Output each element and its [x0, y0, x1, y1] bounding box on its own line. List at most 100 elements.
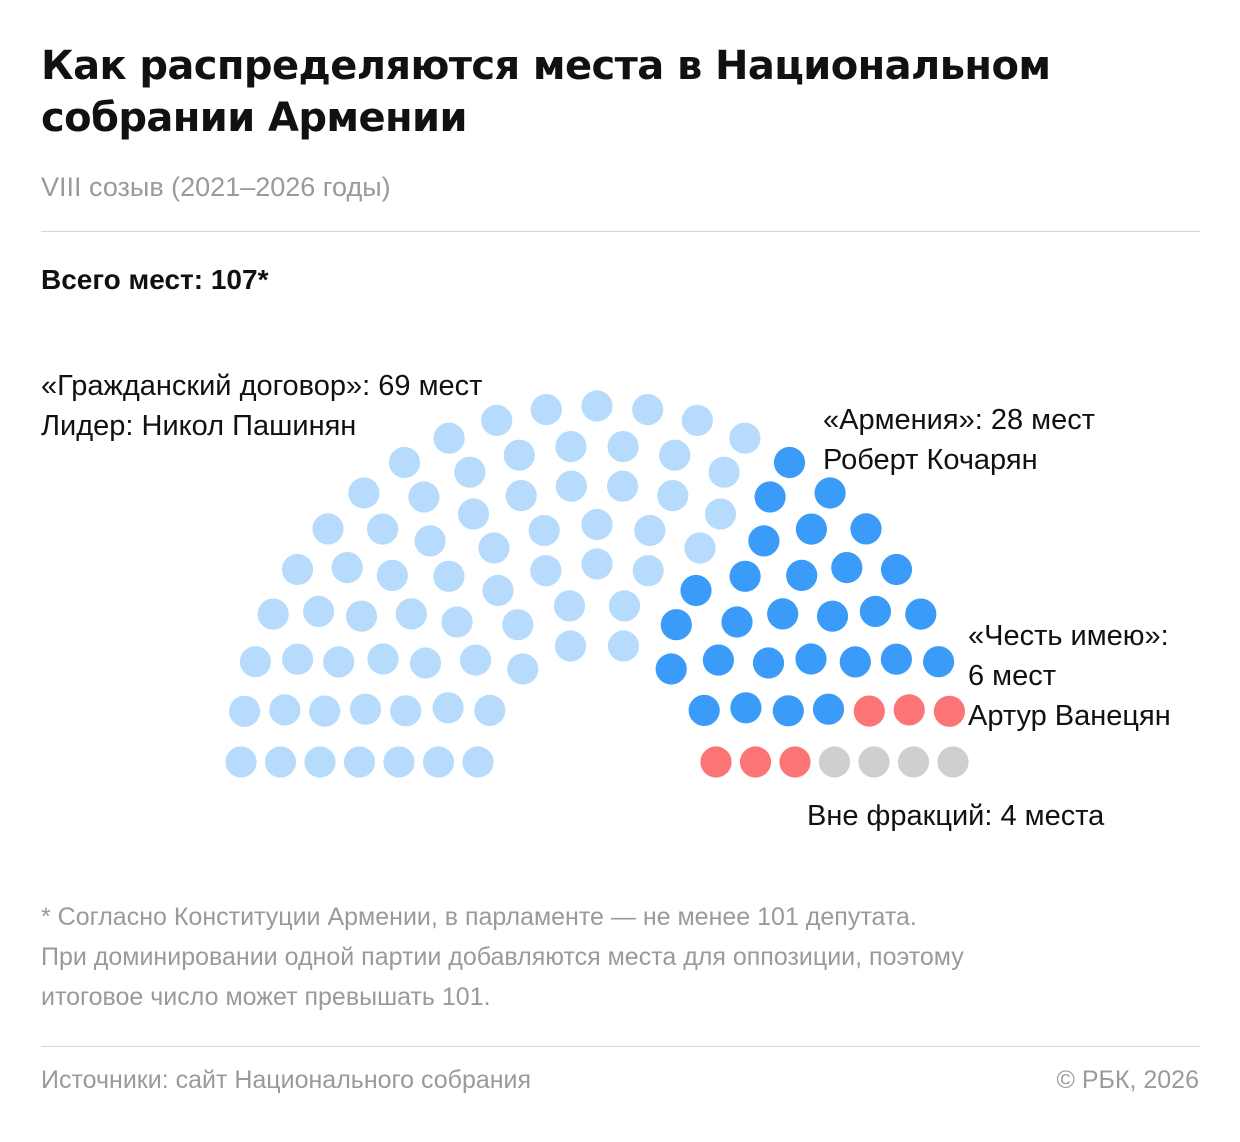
seat-dot-series-0 — [264, 746, 297, 778]
seat-dot-series-0 — [659, 439, 691, 471]
seat-dot-series-1 — [721, 606, 753, 638]
seat-dot-series-2 — [853, 695, 885, 727]
seat-dot-series-0 — [704, 498, 737, 530]
seat-dot-series-0 — [304, 746, 336, 778]
copyright: © РБК, 2026 — [1056, 1066, 1199, 1094]
seat-dot-series-0 — [414, 525, 446, 557]
label-civil-contract-leader: Лидер: Никол Пашинян — [41, 410, 357, 442]
seat-dot-series-0 — [433, 560, 465, 592]
seat-dot-series-0 — [454, 456, 486, 488]
seat-dot-series-1 — [767, 598, 799, 630]
seat-dot-series-1 — [880, 553, 913, 586]
seat-dot-series-0 — [528, 514, 560, 547]
top-divider — [41, 231, 1200, 232]
seat-dot-series-0 — [422, 746, 455, 778]
seat-dot-series-0 — [441, 606, 473, 638]
seat-dot-series-0 — [239, 646, 271, 678]
seat-dot-series-0 — [323, 646, 355, 678]
seat-dot-series-0 — [303, 595, 335, 628]
seat-dot-series-0 — [390, 695, 422, 727]
seat-dot-series-0 — [553, 590, 586, 622]
seat-dot-series-0 — [408, 481, 440, 513]
chart-subtitle: VIII созыв (2021–2026 годы) — [41, 172, 391, 202]
seat-dot-series-0 — [343, 746, 376, 778]
seat-dot-series-1 — [752, 647, 785, 679]
seat-dot-series-0 — [395, 598, 427, 630]
seat-dot-series-1 — [795, 643, 827, 675]
seat-dot-series-1 — [754, 481, 786, 513]
seat-dot-series-1 — [772, 695, 804, 727]
seat-dot-series-0 — [376, 559, 408, 592]
seat-dot-series-0 — [729, 422, 761, 454]
seat-dot-series-1 — [729, 560, 761, 592]
label-armenia-leader: Роберт Кочарян — [823, 444, 1038, 476]
chart-title: Как распределяются места в Национальном … — [41, 43, 1051, 141]
seat-dot-series-1 — [688, 694, 720, 727]
seat-dot-series-1 — [660, 609, 692, 641]
total-seats-label: Всего мест: 107* — [41, 264, 269, 295]
seat-dot-series-0 — [581, 548, 613, 580]
seat-dot-series-1 — [680, 574, 712, 607]
seat-dot-series-3 — [818, 746, 851, 778]
seat-dot-series-0 — [634, 514, 666, 547]
seat-dot-series-1 — [773, 446, 806, 479]
seat-dot-series-3 — [858, 746, 890, 778]
label-independent: Вне фракций: 4 места — [807, 796, 1104, 836]
seat-dot-series-0 — [367, 513, 399, 545]
seat-dot-series-0 — [367, 643, 399, 675]
seat-dot-series-0 — [581, 390, 613, 422]
seat-dot-series-1 — [812, 693, 845, 725]
seat-dot-series-0 — [657, 480, 689, 512]
seat-dot-series-0 — [312, 513, 344, 545]
seat-dot-series-0 — [554, 630, 587, 662]
label-civil-contract-name: «Гражданский договор»: 69 мест — [41, 370, 483, 402]
footnote-line-1: * Согласно Конституции Армении, в парлам… — [41, 903, 917, 931]
footnote-line-3: итоговое число может превышать 101. — [41, 983, 491, 1011]
seat-dot-series-0 — [581, 508, 613, 541]
seat-dot-series-2 — [893, 694, 925, 726]
label-honor-leader: Артур Ванецян — [968, 700, 1171, 732]
label-honor-name: «Честь имею»: — [968, 620, 1169, 652]
seat-dot-series-1 — [795, 513, 828, 545]
seat-dot-series-0 — [708, 456, 740, 488]
seat-dot-series-0 — [607, 431, 639, 463]
bottom-divider — [41, 1046, 1200, 1047]
seat-dot-series-0 — [505, 480, 537, 512]
seat-dot-series-1 — [923, 646, 955, 678]
seat-dot-series-2 — [933, 695, 966, 727]
seat-dot-series-0 — [331, 552, 363, 584]
seat-dot-series-0 — [462, 746, 494, 778]
label-civil-contract: «Гражданский договор»: 69 мест Лидер: Ни… — [41, 366, 482, 446]
label-armenia: «Армения»: 28 мест Роберт Кочарян — [823, 400, 1095, 480]
seat-dot-series-0 — [478, 532, 510, 564]
seat-dot-series-0 — [309, 695, 341, 727]
seat-dot-series-0 — [383, 746, 415, 778]
seat-dot-series-0 — [507, 653, 539, 685]
seat-dot-series-1 — [905, 598, 937, 630]
seat-dot-series-0 — [281, 553, 314, 586]
seat-dot-series-0 — [681, 404, 713, 436]
seat-dot-series-0 — [474, 694, 506, 727]
source-note: Источники: сайт Национального собрания — [41, 1066, 532, 1094]
label-armenia-name: «Армения»: 28 мест — [823, 404, 1095, 436]
seat-dot-series-0 — [225, 746, 257, 778]
seat-dot-series-0 — [349, 693, 382, 725]
seat-dot-series-0 — [684, 532, 716, 564]
seat-dot-series-0 — [229, 695, 261, 727]
seat-dot-series-2 — [739, 746, 772, 778]
seat-dot-series-0 — [433, 422, 465, 454]
seat-dot-series-0 — [502, 609, 534, 641]
label-honor: «Честь имею»: 6 мест Артур Ванецян — [968, 616, 1171, 736]
seat-dot-series-0 — [555, 470, 588, 502]
seat-dot-series-0 — [457, 498, 490, 530]
seat-dot-series-0 — [388, 446, 421, 479]
seat-dot-series-0 — [530, 555, 562, 587]
seat-dot-series-3 — [937, 746, 969, 778]
seat-dot-series-0 — [607, 470, 639, 502]
seat-dot-series-0 — [607, 630, 640, 662]
seat-dot-series-1 — [702, 644, 735, 676]
footnote-line-2: При доминировании одной партии добавляют… — [41, 943, 964, 971]
seat-dot-series-0 — [608, 590, 641, 622]
seat-dot-series-1 — [814, 477, 846, 509]
seat-dot-series-1 — [655, 653, 687, 685]
